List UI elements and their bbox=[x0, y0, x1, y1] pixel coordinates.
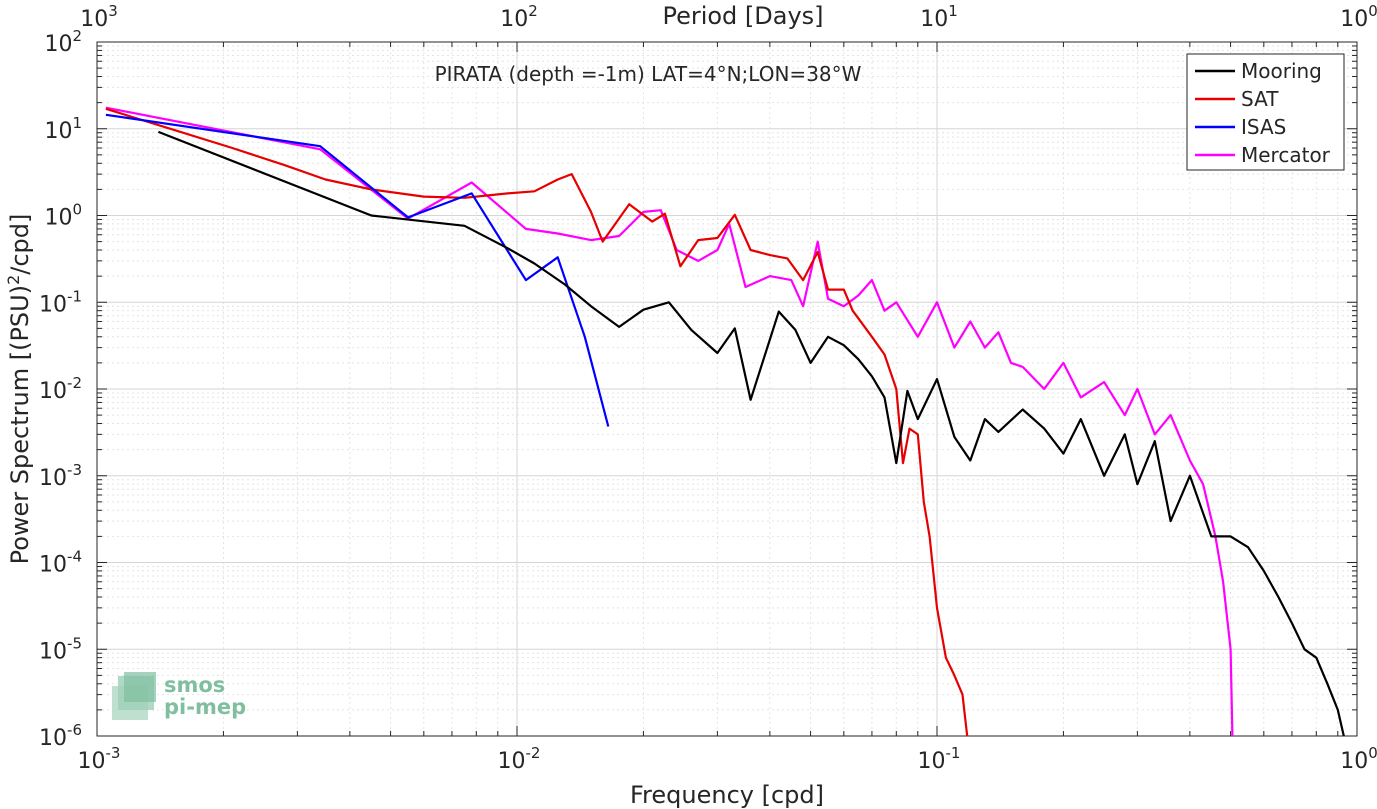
y-tick-label: 10-1 bbox=[39, 287, 82, 317]
y-tick-label: 10-4 bbox=[39, 548, 82, 578]
series-line-mooring bbox=[157, 130, 1345, 737]
grid bbox=[96, 42, 1357, 737]
y-tick-label: 10-3 bbox=[39, 461, 82, 491]
y-tick-label: 101 bbox=[44, 114, 82, 144]
legend-label-sat: SAT bbox=[1241, 87, 1279, 111]
y-tick-label: 10-5 bbox=[39, 634, 82, 664]
legend-label-mercator: Mercator bbox=[1241, 143, 1331, 167]
top-tick-label: 101 bbox=[920, 2, 958, 32]
top-tick-label: 100 bbox=[1340, 2, 1377, 32]
legend-box bbox=[1186, 53, 1345, 171]
y-tick-label: 102 bbox=[44, 27, 82, 57]
top-axis-title: Period [Days] bbox=[662, 2, 823, 30]
series-line-isas bbox=[105, 113, 610, 427]
legend: Mooring SAT ISAS Mercator bbox=[1186, 53, 1345, 171]
axis-ticks bbox=[96, 42, 1357, 737]
smos-pimep-logo: smos pi-mep bbox=[112, 672, 246, 720]
legend-label-isas: ISAS bbox=[1241, 115, 1286, 139]
x-axis-title: Frequency [cpd] bbox=[630, 781, 824, 809]
x-tick-label: 10-2 bbox=[498, 744, 541, 774]
series-layer bbox=[105, 106, 1345, 737]
y-tick-label: 10-6 bbox=[39, 721, 82, 751]
chart-annotation: PIRATA (depth =-1m) LAT=4°N;LON=38°W bbox=[435, 62, 862, 86]
y-tick-label: 100 bbox=[44, 201, 82, 231]
y-tick-label: 10-2 bbox=[39, 374, 82, 404]
logo-text-line1: smos bbox=[164, 673, 225, 697]
top-tick-label: 102 bbox=[500, 2, 538, 32]
y-axis-title: Power Spectrum [(PSU)2/cpd] bbox=[4, 214, 35, 565]
logo-text-line2: pi-mep bbox=[164, 695, 246, 719]
series-line-sat bbox=[105, 107, 969, 737]
x-tick-label: 10-1 bbox=[918, 744, 961, 774]
legend-label-mooring: Mooring bbox=[1241, 59, 1322, 83]
series-line-mercator bbox=[105, 106, 1234, 737]
x-tick-label: 100 bbox=[1340, 744, 1377, 774]
x-tick-label: 10-3 bbox=[78, 744, 121, 774]
top-tick-label: 103 bbox=[80, 2, 118, 32]
